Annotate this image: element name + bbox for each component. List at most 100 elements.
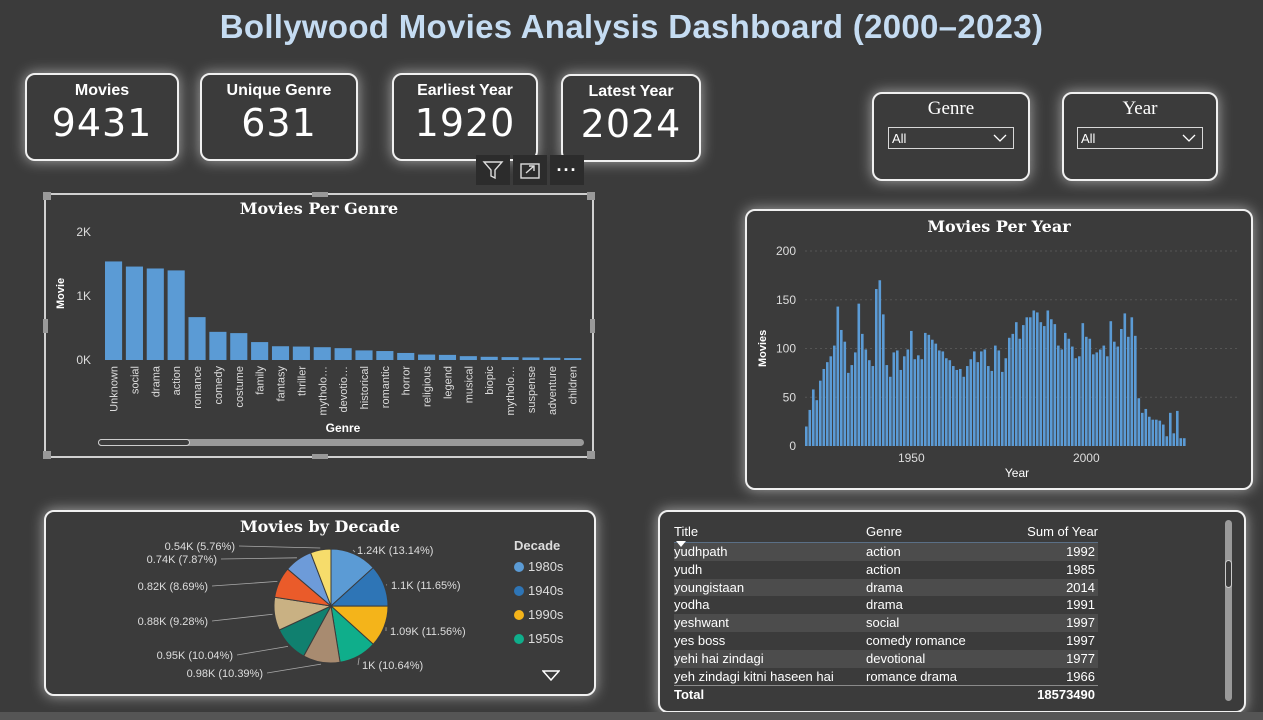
x-tick-label: 2000 — [1073, 451, 1100, 465]
resize-handle[interactable] — [587, 451, 595, 459]
year-bar — [948, 360, 952, 446]
cell-sum-of-year: 1991 — [1066, 597, 1095, 613]
data-label: 0.54K (5.76%) — [165, 541, 235, 553]
year-bar — [882, 314, 885, 446]
x-axis-title: Genre — [326, 421, 361, 435]
year-bar — [822, 368, 826, 446]
horizontal-scrollbar[interactable] — [98, 439, 584, 446]
vertical-scrollbar[interactable] — [1225, 520, 1232, 701]
cell-sum-of-year: 2014 — [996, 578, 1098, 597]
leader-line — [211, 613, 273, 622]
year-bar — [1011, 333, 1015, 446]
year-bar — [833, 345, 836, 446]
table-row[interactable]: yudh action 1985 — [674, 561, 1098, 579]
chevron-down-icon — [993, 134, 1007, 142]
resize-handle[interactable] — [43, 451, 51, 459]
legend-label: 1940s — [528, 583, 564, 598]
cell-sum-of-year: 1997 — [996, 614, 1098, 632]
year-bar — [1078, 356, 1081, 446]
year-bar — [1102, 345, 1106, 446]
year-bar — [927, 334, 931, 446]
x-tick-label: suspense — [526, 366, 538, 413]
year-bar — [1183, 438, 1186, 446]
year-bar — [826, 362, 829, 446]
scrollbar-thumb[interactable] — [98, 439, 190, 446]
x-tick-label: legend — [442, 366, 454, 399]
cell-genre: drama — [866, 578, 996, 597]
year-bar — [840, 329, 843, 446]
genre-bar — [501, 357, 519, 360]
genre-bar — [313, 347, 331, 360]
data-label: 1K (10.64%) — [362, 660, 423, 672]
genre-slicer: Genre All — [872, 92, 1030, 181]
year-bar — [973, 351, 976, 446]
year-bar — [1004, 358, 1008, 446]
x-tick-label: children — [568, 366, 580, 405]
page-bottom-bar — [0, 712, 1263, 720]
year-bar — [861, 333, 864, 446]
year-bar — [864, 349, 868, 446]
leader-line — [236, 645, 289, 656]
legend-marker — [514, 609, 524, 620]
year-bar — [815, 400, 819, 446]
movies-by-decade-visual[interactable]: Movies by Decade 1.24K (13.14%) 1.1K (11.… — [44, 510, 596, 696]
data-label: 0.95K (10.04%) — [157, 650, 233, 662]
x-tick-label: devotio… — [338, 366, 350, 412]
table-row[interactable]: yeh zindagi kitni haseen hai romance dram… — [674, 668, 1098, 686]
cell-sum-of-year: 1977 — [996, 649, 1098, 668]
movies-per-genre-visual[interactable]: Movies Per Genre 0K 1K 2K Movie Unknown socia… — [43, 192, 595, 459]
resize-handle[interactable] — [590, 319, 595, 333]
table-row[interactable]: youngistaan drama 2014 — [674, 578, 1098, 597]
genre-bar — [209, 331, 227, 360]
y-tick-label: 200 — [776, 244, 796, 258]
resize-handle[interactable] — [312, 192, 328, 197]
legend-scroll-down-icon[interactable] — [542, 670, 560, 682]
visual-toolbar: ··· — [476, 155, 584, 185]
table-row[interactable]: yehi hai zindagi devotional 1977 — [674, 649, 1098, 668]
year-bar — [966, 366, 969, 446]
column-header-genre[interactable]: Genre — [866, 523, 903, 539]
genre-bar — [418, 354, 436, 360]
year-bar — [1050, 319, 1053, 446]
table-row[interactable]: yudhpath action 1992 — [674, 542, 1098, 561]
scrollbar-thumb[interactable] — [1225, 560, 1232, 588]
legend-item[interactable]: 1950s — [514, 631, 563, 646]
year-bar — [1064, 332, 1067, 446]
x-tick-label: romance — [192, 366, 204, 409]
genre-dropdown[interactable]: All — [888, 127, 1014, 149]
genre-bar — [230, 333, 248, 360]
genre-bar — [480, 356, 498, 360]
year-bar — [903, 356, 906, 446]
table-header-row: Title Genre Sum of Year — [674, 522, 1098, 543]
filter-button[interactable] — [476, 155, 510, 185]
movies-per-year-visual[interactable]: Movies Per Year 0 50 100 150 200 Movies 1950 20… — [745, 209, 1253, 490]
genre-bar — [167, 270, 185, 360]
year-bar — [917, 355, 920, 446]
year-bar — [1172, 433, 1176, 446]
focus-mode-button[interactable] — [513, 155, 547, 185]
more-options-button[interactable]: ··· — [550, 155, 584, 185]
x-tick-label: historical — [359, 366, 371, 409]
resize-handle[interactable] — [43, 319, 48, 333]
legend-item[interactable]: 1980s — [514, 559, 563, 574]
legend-item[interactable]: 1940s — [514, 583, 563, 598]
table-row[interactable]: yodha drama 1991 — [674, 596, 1098, 614]
table-row[interactable]: yeshwant social 1997 — [674, 614, 1098, 632]
year-bar — [994, 345, 997, 446]
resize-handle[interactable] — [587, 192, 595, 200]
resize-handle[interactable] — [312, 454, 328, 459]
cell-title: yeshwant — [674, 614, 866, 632]
year-bar — [847, 372, 850, 446]
data-label: 1.24K (13.14%) — [357, 545, 433, 557]
legend-item[interactable]: 1990s — [514, 607, 563, 622]
column-header-sum-of-year[interactable]: Sum of Year — [1027, 523, 1098, 539]
kpi-card-latest-year: Latest Year 2024 — [561, 74, 701, 162]
column-header-title[interactable]: Title — [674, 523, 699, 539]
year-bar — [924, 332, 927, 446]
table-row[interactable]: yes boss comedy romance 1997 — [674, 632, 1098, 650]
resize-handle[interactable] — [43, 192, 51, 200]
genre-bar — [125, 266, 143, 360]
movies-table-visual[interactable]: Title Genre Sum of Year yudhpath action 19… — [658, 510, 1246, 713]
year-dropdown[interactable]: All — [1077, 127, 1203, 149]
year-bar — [1029, 317, 1032, 446]
